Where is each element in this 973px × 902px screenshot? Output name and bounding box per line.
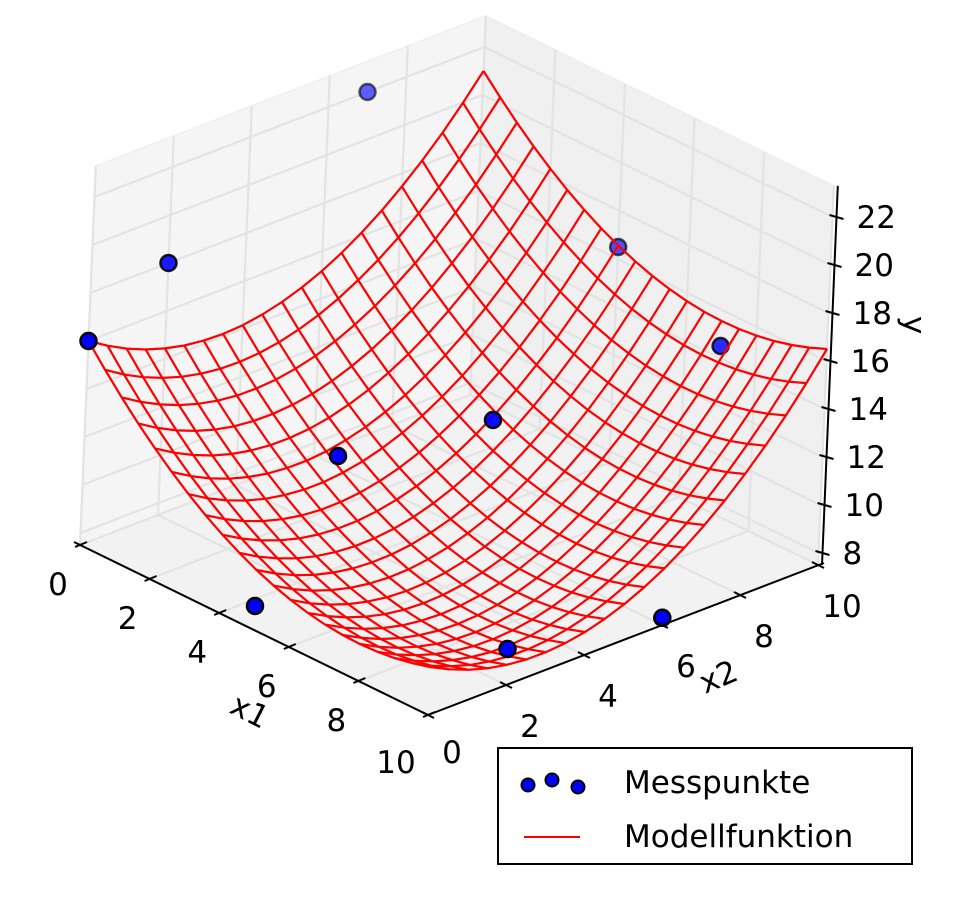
x1-tick-label: 2 (118, 601, 138, 637)
x1-axis-line (73, 541, 429, 716)
scatter-point (498, 639, 517, 659)
x2-tick-label: 8 (754, 619, 774, 655)
surface-line (482, 70, 828, 351)
surface-line (462, 102, 807, 385)
x1-tick-label: 6 (257, 669, 277, 705)
surface-line (441, 132, 786, 417)
x1-tick-label: 4 (187, 635, 207, 671)
surface-line (325, 320, 723, 630)
y-tick-label: 14 (849, 392, 888, 428)
surface-line (273, 288, 671, 592)
tick-labels: 0 2 4 6 8 10 0 2 4 6 8 10 8 10 12 14 16 18 20 22 (48, 200, 896, 781)
y-tick-label: 12 (847, 440, 886, 476)
surface-line (394, 344, 793, 663)
surface-line (300, 286, 645, 589)
wireframe-surface (87, 70, 828, 671)
surface-line (429, 348, 828, 671)
scatter-points-back (245, 237, 730, 628)
surface-line (360, 232, 705, 527)
x2-tick-label: 2 (520, 709, 540, 745)
x1-tick-label: 10 (376, 745, 415, 781)
legend-label-messpunkte: Messpunkte (624, 765, 810, 801)
x2-axis-label: x2 (694, 653, 743, 701)
x2-tick-label: 6 (676, 649, 696, 685)
y-tick-label: 8 (843, 536, 863, 572)
x2-tick-label: 4 (598, 679, 618, 715)
surface-line (340, 252, 685, 549)
axis-panes (78, 15, 835, 716)
surface-line (400, 185, 746, 476)
scatter-point (245, 596, 265, 616)
scatter-point (483, 410, 503, 430)
surface-line (380, 209, 725, 502)
x2-tick-label: 0 (442, 735, 462, 771)
surface-line (359, 335, 758, 649)
scatter-point (358, 82, 377, 102)
y-axis-line (821, 185, 839, 566)
legend: Messpunkte Modellfunktion (497, 747, 913, 865)
surface-line (377, 340, 776, 657)
legend-scatter-marker-icon (520, 772, 586, 795)
surface-line (320, 270, 665, 570)
legend-box (497, 747, 913, 865)
surface-line (290, 300, 688, 606)
x1-tick-label: 0 (48, 567, 68, 603)
surface-line (421, 159, 766, 447)
y-tick-label: 22 (857, 200, 896, 236)
y-tick-label: 10 (845, 488, 884, 524)
y-tick-label: 20 (855, 248, 894, 284)
surface-line (307, 311, 706, 619)
scatter-point (79, 331, 98, 351)
scatter-point (328, 446, 348, 466)
axis-lines (73, 185, 844, 719)
scatter-points-front (79, 82, 517, 659)
y-axis-label: y (896, 316, 932, 334)
surface-line (412, 347, 811, 668)
surface-line (342, 328, 741, 641)
x1-tick-label: 8 (327, 703, 347, 739)
scatter-point (159, 253, 178, 273)
y-tick-label: 18 (853, 296, 892, 332)
x2-tick-label: 10 (822, 589, 861, 625)
x2-axis-line (427, 562, 825, 716)
legend-label-modellfunktion: Modellfunktion (624, 819, 853, 855)
surface-line (281, 301, 625, 606)
y-tick-label: 16 (851, 344, 890, 380)
